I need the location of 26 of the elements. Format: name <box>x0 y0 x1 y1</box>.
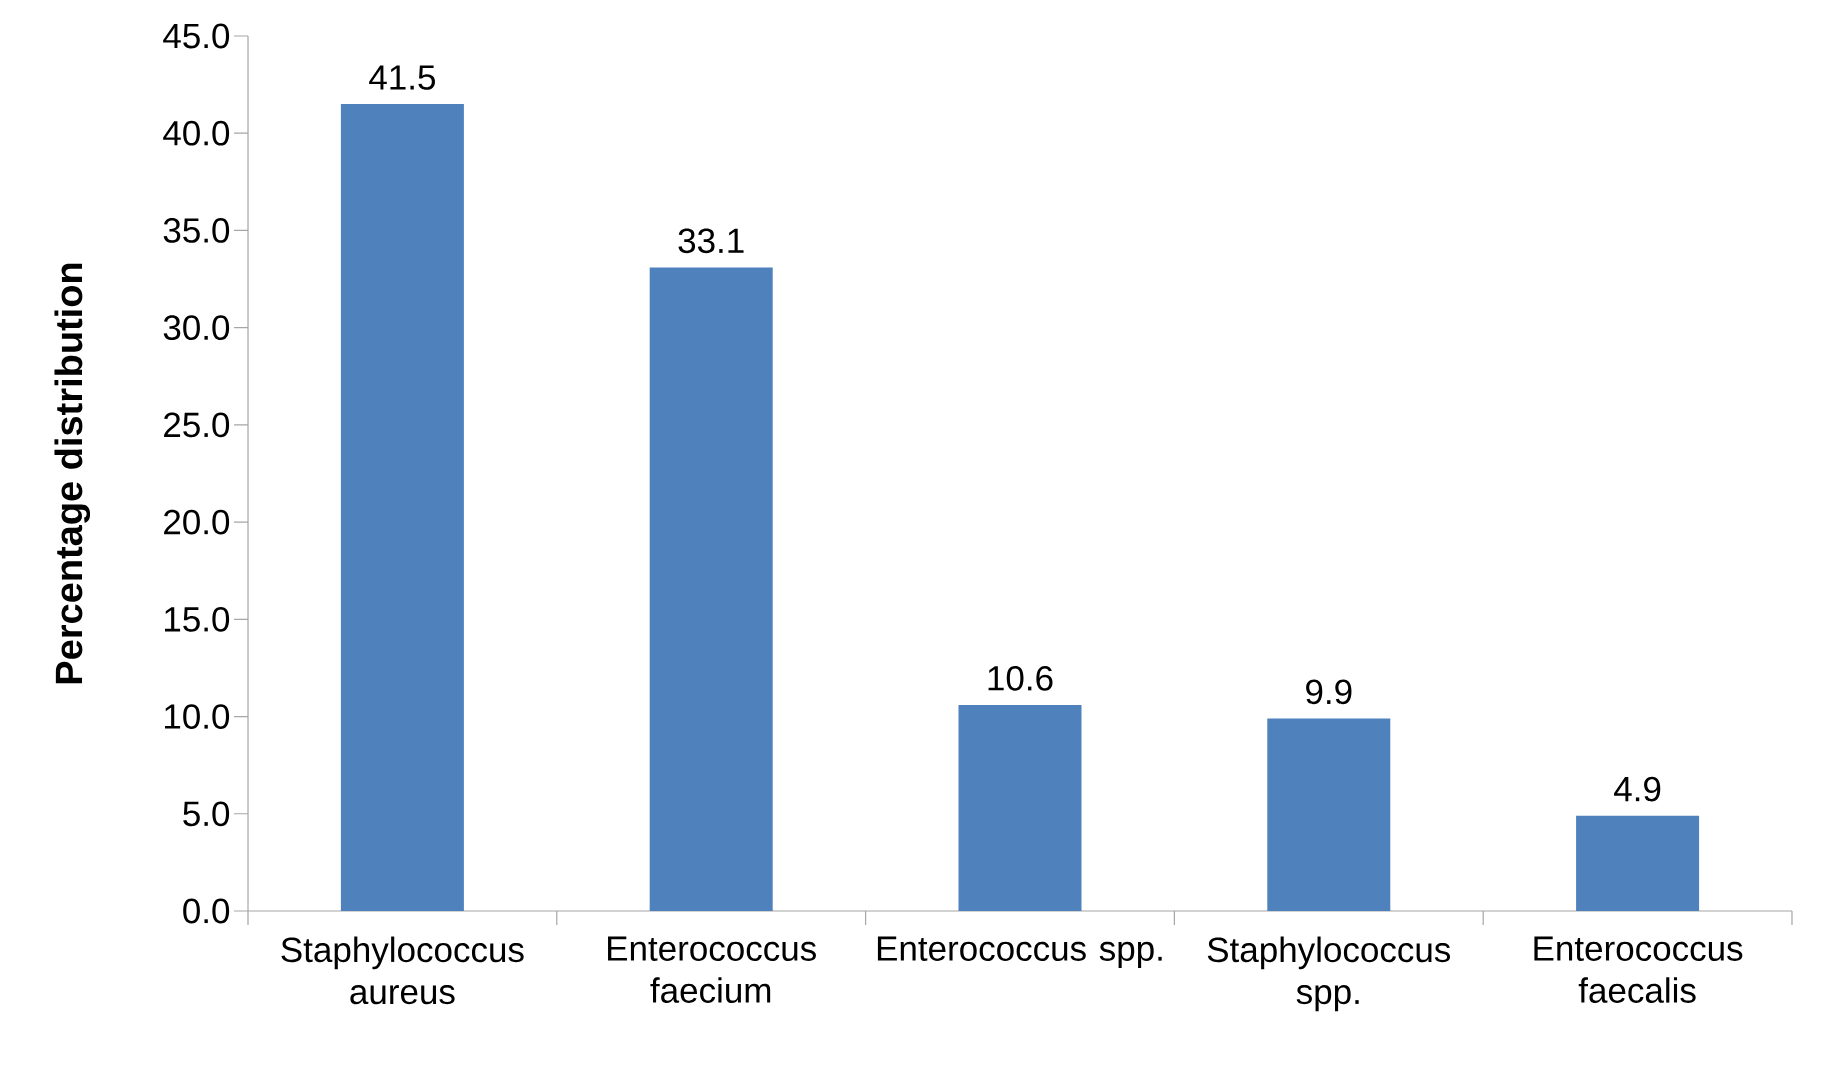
data-label: 4.9 <box>1614 776 1661 802</box>
y-tick-label: 0.0 <box>183 898 230 924</box>
y-tick-label: 45.0 <box>163 23 230 49</box>
data-label: 9.9 <box>1306 679 1352 705</box>
y-tick-label: 5.0 <box>183 801 230 827</box>
data-label: 33.1 <box>678 228 744 254</box>
y-tick-label: 20.0 <box>164 509 230 535</box>
x-tick-label: Enterococcus faecium <box>608 936 816 1003</box>
bar <box>340 104 464 911</box>
x-tick-label: Enterococcus faecalis <box>1534 936 1743 1003</box>
y-tick-label: 15.0 <box>165 606 230 632</box>
data-label: 41.5 <box>369 65 435 90</box>
data-label: 10.6 <box>988 665 1053 691</box>
x-tick-label: Staphylococcus aureus <box>281 936 524 1005</box>
y-tick-label: 25.0 <box>164 412 230 438</box>
bar <box>958 704 1082 911</box>
y-tick-label: 40.0 <box>163 120 230 146</box>
bar <box>1576 815 1700 911</box>
bar <box>1267 718 1391 911</box>
x-tick-label: Enterococcus spp. <box>877 936 1162 968</box>
x-tick-label: Staphylococcus spp. <box>1207 936 1451 1012</box>
y-axis-title: Percentage distribution <box>54 263 91 684</box>
bar <box>649 267 773 911</box>
y-tick-label: 10.0 <box>165 704 230 729</box>
y-tick-label: 30.0 <box>163 315 230 341</box>
y-tick-label: 35.0 <box>163 218 230 243</box>
